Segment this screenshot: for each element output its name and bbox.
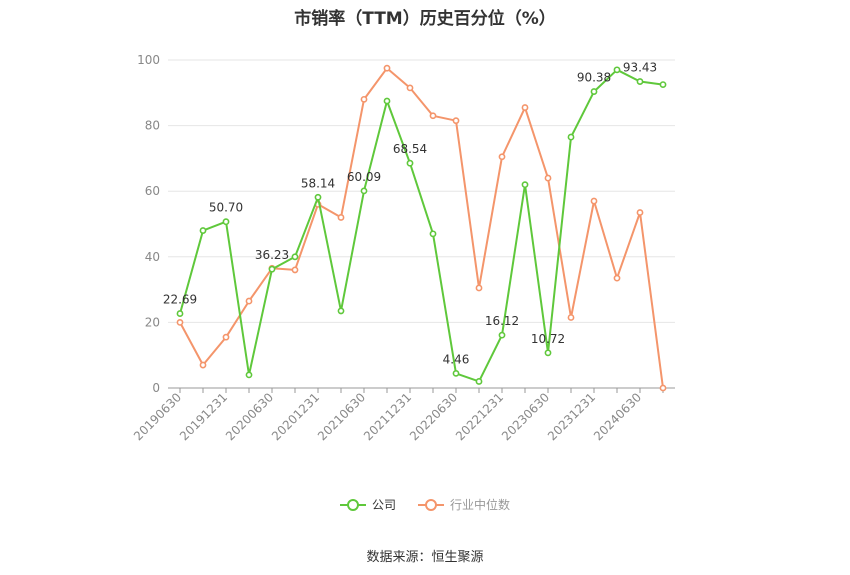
industry-data-point	[406, 84, 414, 92]
y-tick-label: 40	[145, 250, 160, 264]
data-label: 10.72	[531, 332, 565, 346]
industry-data-point	[176, 318, 184, 326]
y-tick-label: 0	[152, 381, 160, 395]
company-data-point	[222, 218, 230, 226]
data-label: 4.46	[443, 352, 470, 366]
y-tick-label: 20	[145, 315, 160, 329]
company-series-line	[179, 68, 664, 383]
industry-data-point	[429, 112, 437, 120]
company-data-point	[337, 307, 345, 315]
industry-data-point	[544, 174, 552, 182]
company-data-point	[590, 88, 598, 95]
company-data-point	[383, 97, 391, 105]
x-tick-label: 20190630	[131, 390, 184, 443]
industry-data-point	[636, 209, 644, 216]
industry-data-point	[475, 284, 483, 292]
company-data-point	[659, 81, 667, 88]
x-tick-label: 20240630	[591, 390, 644, 443]
industry-series-line	[179, 67, 664, 389]
company-data-point	[314, 193, 322, 201]
data-label: 60.09	[347, 170, 381, 184]
source-note: 数据来源：恒生聚源	[366, 550, 484, 565]
company-data-point	[613, 66, 621, 74]
data-label: 36.23	[255, 248, 289, 262]
company-data-point	[544, 349, 552, 357]
company-data-point	[360, 187, 368, 195]
company-data-point	[291, 253, 299, 261]
y-tick-label: 60	[145, 184, 160, 198]
industry-data-point	[291, 266, 299, 274]
company-data-point	[176, 310, 184, 317]
industry-data-point	[360, 95, 368, 103]
x-tick-label: 20200630	[223, 390, 276, 443]
legend-item-industry[interactable]: 行业中位数	[418, 496, 510, 513]
company-data-point	[429, 230, 437, 238]
x-tick-label: 20231231	[545, 390, 598, 443]
legend-marker-company	[339, 498, 366, 511]
data-label: 90.38	[577, 71, 611, 85]
y-tick-label: 80	[145, 119, 160, 133]
data-label: 93.43	[623, 61, 657, 75]
chart-title: 市销率（TTM）历史百分位（%）	[294, 9, 556, 29]
industry-data-point	[521, 104, 529, 111]
data-label: 68.54	[393, 142, 427, 156]
industry-data-point	[567, 314, 575, 321]
y-tick-label: 100	[137, 53, 160, 67]
company-data-point	[245, 371, 253, 379]
company-data-point	[521, 181, 529, 189]
x-tick-label: 20211231	[361, 390, 414, 443]
industry-data-point	[199, 361, 207, 369]
industry-data-point	[222, 333, 230, 341]
industry-data-point	[613, 274, 621, 282]
data-label: 16.12	[485, 314, 519, 328]
industry-data-point	[659, 384, 667, 392]
company-data-point	[452, 369, 460, 377]
data-label: 58.14	[301, 176, 335, 190]
x-tick-label: 20221231	[453, 390, 506, 443]
company-data-point	[406, 159, 414, 167]
company-data-point	[636, 78, 644, 85]
x-tick-label: 20191231	[177, 390, 230, 443]
data-label: 22.69	[163, 293, 197, 307]
legend-marker-industry	[418, 498, 444, 511]
industry-data-point	[590, 197, 598, 205]
legend-label-industry: 行业中位数	[450, 498, 511, 512]
company-data-point	[268, 265, 276, 273]
company-data-point	[199, 227, 207, 234]
company-data-point	[475, 378, 483, 385]
industry-data-point	[245, 297, 253, 305]
legend: 公司 行业中位数	[0, 496, 850, 513]
data-label: 50.70	[209, 201, 243, 215]
x-tick-label: 20220630	[407, 390, 460, 443]
company-data-point	[498, 331, 506, 339]
x-tick-label: 20210630	[315, 390, 368, 443]
industry-data-point	[337, 214, 345, 221]
x-tick-label: 20230630	[499, 390, 552, 443]
legend-item-company[interactable]: 公司	[339, 496, 396, 513]
industry-data-point	[498, 153, 506, 161]
industry-data-point	[452, 117, 460, 125]
company-data-point	[567, 133, 575, 141]
x-tick-label: 20201231	[269, 390, 322, 443]
legend-label-company: 公司	[371, 498, 396, 512]
industry-data-point	[383, 64, 391, 72]
